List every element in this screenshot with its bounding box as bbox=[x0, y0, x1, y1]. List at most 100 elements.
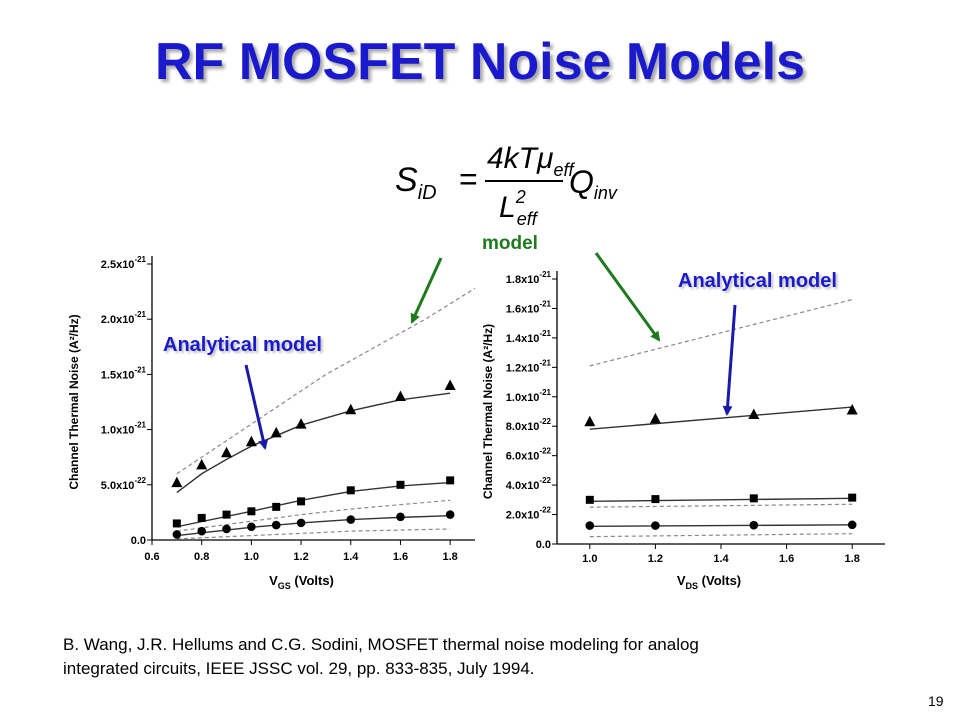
formula-denominator: L2 eff bbox=[499, 187, 539, 225]
citation: B. Wang, J.R. Hellums and C.G. Sodini, M… bbox=[63, 633, 903, 681]
y-tick-label: 1.6x10-21 bbox=[506, 299, 552, 315]
citation-line-1: B. Wang, J.R. Hellums and C.G. Sodini, M… bbox=[63, 635, 699, 654]
triangle-point bbox=[584, 415, 596, 427]
slide-title: RF MOSFET Noise Models bbox=[154, 33, 806, 91]
y-tick-label: 8.0x10-22 bbox=[506, 417, 552, 433]
square-point bbox=[197, 513, 206, 522]
circle-point bbox=[847, 520, 857, 530]
square-point bbox=[651, 495, 660, 504]
x-tick-label: 1.8 bbox=[845, 553, 860, 565]
x-tick-label: 0.8 bbox=[194, 551, 209, 563]
x-tick-label: 1.4 bbox=[343, 551, 359, 563]
triangle-point bbox=[444, 379, 456, 390]
y-tick-label: 2.0x10-21 bbox=[101, 310, 147, 326]
blue-arrow-right bbox=[722, 304, 737, 416]
dashed-model-line bbox=[176, 499, 451, 532]
square-point bbox=[272, 502, 281, 511]
y-tick-label: 1.0x10-21 bbox=[506, 388, 552, 404]
triangle-point bbox=[171, 476, 183, 488]
square-point bbox=[297, 497, 306, 506]
y-tick-label: 6.0x10-22 bbox=[506, 447, 552, 463]
analytical-model-line bbox=[589, 497, 853, 503]
x-axis-label: VDS (Volts) bbox=[677, 573, 741, 591]
circle-point bbox=[651, 521, 660, 530]
y-tick-label: 0.0 bbox=[131, 535, 146, 547]
triangle-point bbox=[196, 458, 208, 470]
y-tick-label: 4.0x10-22 bbox=[506, 476, 552, 492]
y-tick-label: 2.5x10-21 bbox=[101, 255, 147, 271]
dashed-model-line bbox=[589, 503, 853, 508]
square-point bbox=[396, 480, 405, 489]
x-tick-label: 1.6 bbox=[393, 551, 408, 563]
x-tick-label: 1.8 bbox=[443, 551, 458, 563]
x-tick-label: 1.2 bbox=[648, 553, 663, 565]
triangle-point bbox=[649, 412, 661, 424]
x-tick-label: 1.2 bbox=[293, 551, 308, 563]
green-arrow-right bbox=[594, 252, 661, 342]
triangle-point bbox=[295, 418, 307, 429]
circle-point bbox=[445, 510, 455, 519]
circle-point bbox=[296, 518, 306, 528]
analytical-model-line bbox=[176, 392, 451, 494]
blue-arrow-left bbox=[244, 364, 269, 450]
svg-text:=: = bbox=[459, 161, 478, 197]
x-tick-label: 1.4 bbox=[713, 553, 729, 565]
triangle-point bbox=[245, 435, 257, 447]
y-axis-label: Channel Thermal Noise (A²/Hz) bbox=[67, 314, 81, 489]
circle-point bbox=[172, 530, 182, 539]
circle-point bbox=[749, 520, 759, 530]
triangle-point bbox=[345, 403, 357, 415]
circle-point bbox=[396, 512, 405, 522]
y-tick-label: 0.0 bbox=[536, 539, 551, 551]
y-tick-label: 5.0x10-22 bbox=[101, 476, 147, 492]
circle-point bbox=[197, 526, 206, 536]
citation-line-2: integrated circuits, IEEE JSSC vol. 29, … bbox=[63, 659, 535, 678]
triangle-point bbox=[270, 426, 282, 438]
green-callout-label: model bbox=[482, 233, 538, 254]
left-analytical-model-label: Analytical model bbox=[163, 334, 322, 356]
formula-rhs: Qinv bbox=[569, 164, 618, 203]
dashed-model-line bbox=[589, 533, 853, 538]
square-point bbox=[172, 519, 181, 528]
analytical-model-line bbox=[589, 524, 853, 528]
x-tick-label: 1.6 bbox=[779, 553, 794, 565]
page-number: 19 bbox=[928, 693, 944, 709]
circle-point bbox=[271, 520, 281, 530]
formula-numerator: 4kTμeff bbox=[487, 142, 575, 180]
analytical-model-line bbox=[589, 406, 853, 430]
square-point bbox=[446, 476, 455, 485]
dashed-model-line bbox=[176, 528, 451, 540]
noise-formula: SiD = 4kTμeff L2 eff Qinv bbox=[395, 142, 618, 225]
triangle-point bbox=[846, 404, 858, 415]
dashed-model-line bbox=[176, 287, 476, 475]
x-tick-label: 0.6 bbox=[144, 551, 159, 563]
dashed-model-line bbox=[589, 299, 853, 367]
analytical-model-line bbox=[176, 515, 451, 537]
x-axis-label: VGS (Volts) bbox=[269, 573, 334, 591]
square-point bbox=[585, 495, 594, 504]
circle-point bbox=[346, 515, 356, 524]
circle-point bbox=[222, 524, 231, 534]
arrows bbox=[244, 252, 737, 450]
x-tick-label: 1.0 bbox=[582, 553, 597, 565]
circle-point bbox=[585, 521, 595, 530]
chart-vgs: 0.6 0.8 1.0 1.2 1.4 1.6 1.8 0.0 5.0x10-22 1.0x10-… bbox=[67, 255, 476, 591]
triangle-point bbox=[748, 408, 760, 419]
square-point bbox=[346, 486, 355, 495]
y-tick-label: 1.5x10-21 bbox=[101, 365, 147, 381]
triangle-point bbox=[221, 446, 233, 458]
y-tick-label: 1.4x10-21 bbox=[506, 329, 552, 345]
y-tick-label: 1.8x10-21 bbox=[506, 270, 552, 286]
chart-vds: 1.0 1.2 1.4 1.6 1.8 0.0 2.0x10-22 4.0x10-22 6.0x… bbox=[481, 270, 885, 591]
square-point bbox=[749, 494, 758, 503]
y-tick-label: 1.2x10-21 bbox=[506, 358, 552, 374]
formula-lhs: SiD bbox=[395, 161, 437, 204]
circle-point bbox=[247, 522, 256, 532]
x-tick-label: 1.0 bbox=[244, 551, 259, 563]
square-point bbox=[222, 510, 231, 519]
square-point bbox=[848, 493, 857, 502]
green-arrow-left bbox=[410, 257, 443, 324]
right-analytical-model-label: Analytical model bbox=[678, 270, 837, 292]
square-point bbox=[247, 507, 256, 516]
